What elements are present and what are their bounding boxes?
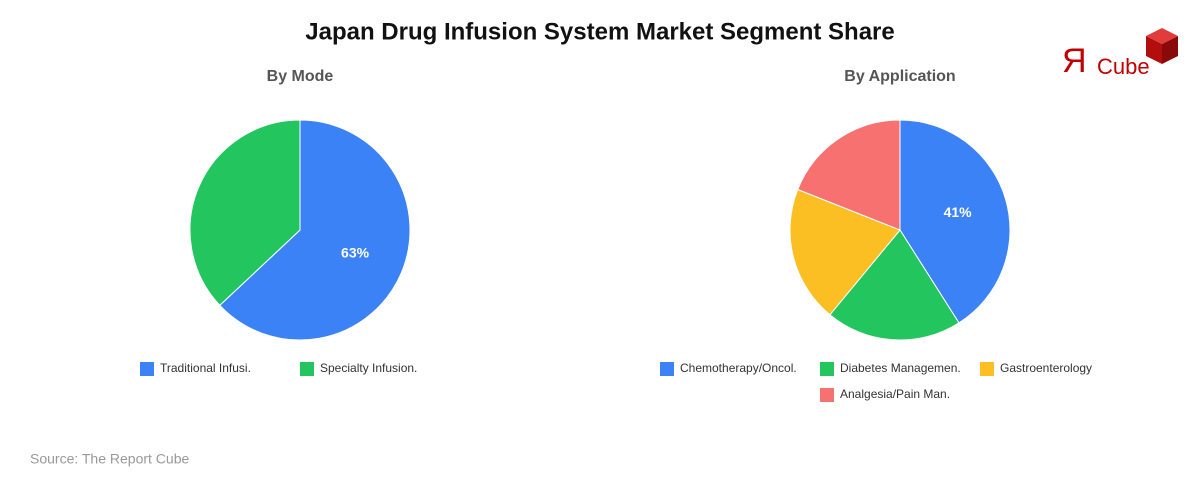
pie-slice	[829, 229, 960, 341]
logo-cube-left	[1146, 36, 1162, 64]
pie-slice	[789, 188, 901, 316]
chart-subtitle: By Mode	[267, 68, 334, 85]
legend-swatch	[140, 362, 154, 376]
legend-swatch	[660, 362, 674, 376]
chart-subtitle: By Application	[844, 68, 955, 85]
legend-swatch	[820, 388, 834, 402]
pie-slice	[797, 119, 901, 231]
data-label: 63%	[341, 245, 370, 261]
legend-swatch	[300, 362, 314, 376]
legend-swatch	[820, 362, 834, 376]
source: Source: The Report Cube	[30, 451, 189, 467]
logo-text: Cube	[1097, 54, 1150, 79]
logo: Я Cube	[1062, 28, 1178, 80]
legend-label: Traditional Infusi.	[160, 361, 251, 375]
pie-slice	[899, 119, 1011, 324]
page-title: Japan Drug Infusion System Market Segmen…	[305, 18, 895, 45]
legend-label: Chemotherapy/Oncol.	[680, 361, 797, 375]
legend-label: Gastroenterology	[1000, 361, 1092, 375]
pie-slice	[219, 119, 411, 341]
legend-label: Analgesia/Pain Man.	[840, 387, 950, 401]
logo-mark: Я	[1062, 42, 1087, 80]
legend-label: Specialty Infusion.	[320, 361, 417, 375]
legend-swatch	[980, 362, 994, 376]
logo-cube-right	[1162, 36, 1178, 64]
pie-slice	[189, 119, 301, 307]
data-label: 41%	[944, 204, 973, 220]
legend-label: Diabetes Managemen.	[840, 361, 961, 375]
